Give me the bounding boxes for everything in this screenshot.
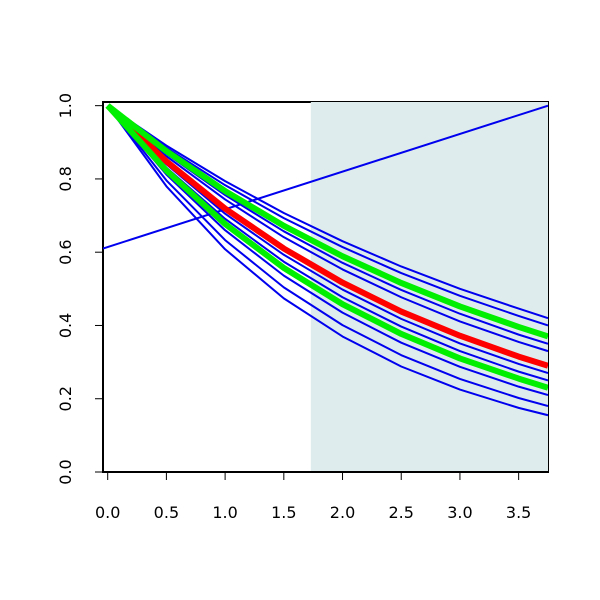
series-line bbox=[106, 105, 548, 397]
x-tick-label: 2.5 bbox=[389, 503, 414, 522]
series-line bbox=[106, 105, 548, 408]
series-line bbox=[106, 105, 548, 417]
y-tick-label: 0.8 bbox=[56, 166, 75, 191]
x-tick-label: 2.0 bbox=[330, 503, 355, 522]
series-line bbox=[107, 104, 548, 320]
x-tick-label: 1.0 bbox=[212, 503, 237, 522]
y-tick-label: 0.6 bbox=[56, 239, 75, 264]
series-line bbox=[103, 104, 548, 250]
x-tick-label: 0.5 bbox=[154, 503, 179, 522]
x-tick-label: 3.5 bbox=[506, 503, 531, 522]
series-line bbox=[105, 103, 548, 391]
series-line bbox=[107, 104, 548, 327]
series-line bbox=[105, 103, 548, 340]
y-tick-label: 0.4 bbox=[56, 313, 75, 338]
series-line bbox=[105, 103, 548, 369]
series-line bbox=[107, 104, 548, 353]
x-tick-label: 3.0 bbox=[447, 503, 472, 522]
y-tick-label: 0.0 bbox=[56, 459, 75, 484]
x-tick-label: 0.0 bbox=[95, 503, 120, 522]
plot-lines bbox=[103, 103, 548, 417]
y-tick-label: 1.0 bbox=[56, 93, 75, 118]
y-tick-label: 0.2 bbox=[56, 386, 75, 411]
x-tick-label: 1.5 bbox=[271, 503, 296, 522]
